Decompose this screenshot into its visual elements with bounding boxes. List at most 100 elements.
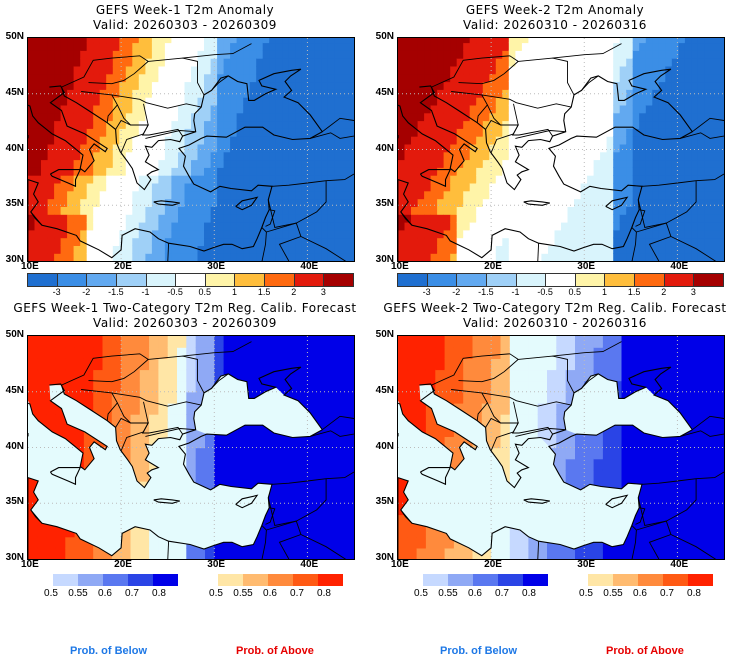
grid-cell (125, 143, 133, 153)
grid-cell (528, 253, 536, 261)
grid-cell (619, 89, 627, 98)
grid-cell (158, 50, 166, 59)
grid-cell (652, 81, 660, 90)
grid-cell (541, 190, 549, 200)
grid-cell (67, 120, 75, 129)
grid-cell (344, 336, 354, 348)
grid-cell (612, 547, 623, 559)
grid-cell (275, 112, 283, 122)
grid-cell (665, 42, 673, 51)
grid-cell (138, 159, 146, 168)
grid-cell (275, 65, 283, 75)
grid-cell (93, 50, 101, 59)
grid-cell (177, 347, 187, 359)
grid-cell (326, 481, 336, 493)
grid-cell (443, 167, 451, 176)
grid-cell (554, 182, 562, 192)
grid-cell (613, 229, 621, 239)
grid-cell (463, 151, 471, 161)
grid-cell (456, 245, 464, 254)
grid-cell (621, 425, 632, 437)
grid-cell (556, 547, 567, 559)
grid-cell (561, 182, 569, 192)
coastline-italy (28, 85, 108, 173)
grid-cell (671, 175, 679, 184)
grid-cell (561, 81, 569, 90)
grid-cell (541, 89, 549, 98)
grid-cell (476, 136, 484, 145)
grid-cell (508, 159, 516, 168)
grid-cell (417, 237, 425, 246)
grid-cell (158, 198, 166, 207)
grid-cell (93, 358, 104, 371)
grid-cell (671, 229, 679, 239)
grid-cell (696, 369, 706, 382)
grid-cell (632, 128, 640, 137)
grid-cell (491, 358, 501, 371)
grid-cell (665, 175, 673, 184)
grid-cell (99, 112, 107, 122)
grid-cell (417, 198, 425, 207)
grid-cell (684, 253, 692, 261)
grid-cell (149, 369, 159, 382)
grid-cell (714, 547, 724, 559)
grid-cell (600, 159, 608, 168)
grid-cell (668, 380, 678, 393)
grid-cell (612, 425, 623, 437)
grid-cell (424, 182, 432, 192)
grid-cell (191, 237, 199, 246)
grid-cell (326, 458, 336, 471)
grid-cell (279, 525, 290, 538)
grid-cell (697, 128, 705, 137)
grid-cell (626, 222, 634, 231)
grid-cell (41, 198, 49, 207)
grid-cell (28, 222, 36, 231)
grid-cell (476, 50, 484, 59)
grid-cell (138, 58, 146, 67)
grid-cell (619, 97, 627, 106)
grid-cell (476, 143, 484, 153)
grid-cell (288, 253, 296, 261)
grid-cell (184, 182, 192, 192)
grid-cell (335, 436, 346, 449)
grid-cell (80, 136, 88, 145)
grid-cell (74, 547, 85, 559)
grid-cell (151, 159, 159, 168)
grid-cell (626, 38, 634, 44)
grid-cell (691, 97, 699, 106)
grid-cell (519, 347, 529, 359)
grid-cell (691, 214, 699, 223)
grid-cell (430, 159, 438, 168)
grid-cell (411, 128, 419, 137)
grid-cell (47, 89, 55, 98)
grid-cell (489, 42, 497, 51)
grid-cell (223, 198, 231, 207)
grid-cell (275, 167, 283, 176)
grid-cell (307, 525, 318, 538)
grid-cell (347, 159, 354, 168)
grid-cell (678, 65, 686, 75)
grid-cell (151, 42, 159, 51)
grid-cell (482, 112, 490, 122)
grid-cell (270, 380, 281, 393)
grid-cell (450, 136, 458, 145)
grid-cell (28, 128, 36, 137)
grid-cell (456, 222, 464, 231)
grid-cell (80, 190, 88, 200)
grid-cell (256, 65, 264, 75)
grid-cell (344, 425, 354, 437)
grid-cell (686, 380, 697, 393)
grid-cell (626, 245, 634, 254)
grid-cell (314, 42, 322, 51)
grid-cell (398, 143, 406, 153)
grid-cell (450, 73, 458, 83)
grid-cell (453, 347, 464, 359)
colorbar-swatch (613, 574, 638, 586)
grid-cell (80, 151, 88, 161)
country-border (458, 359, 519, 383)
grid-cell (476, 81, 484, 90)
grid-cell (326, 380, 336, 393)
grid-cell (139, 380, 150, 393)
grid-cell (443, 50, 451, 59)
grid-cell (243, 112, 251, 122)
